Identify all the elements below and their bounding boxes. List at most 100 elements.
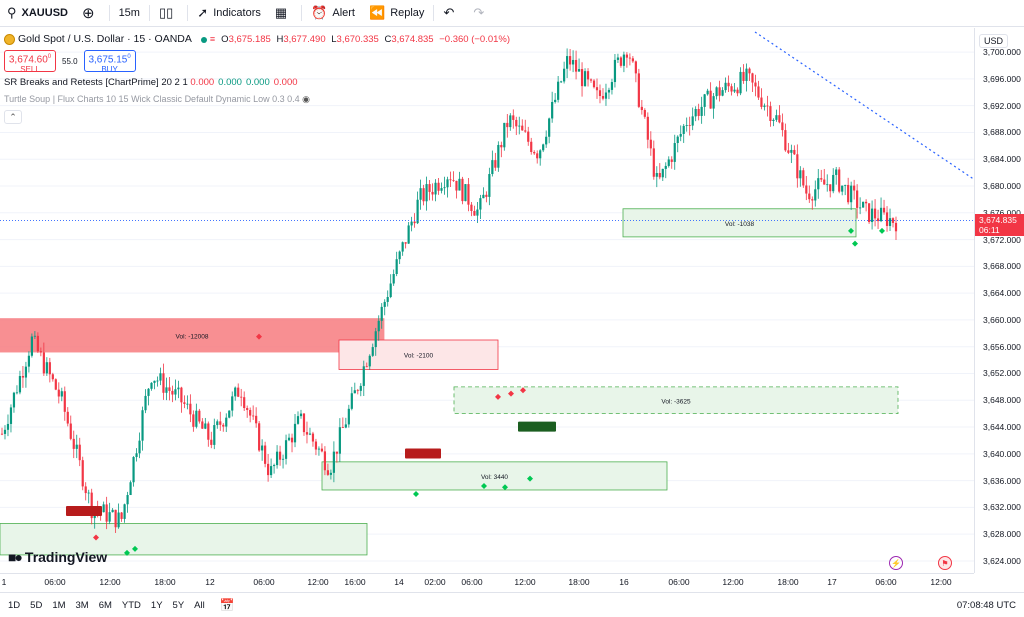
candle-body [805,185,808,194]
interval-button[interactable]: 15m [112,0,147,27]
symbol-search[interactable]: ⚲ XAUUSD [0,0,75,27]
redo-button[interactable]: ↷ [466,0,496,27]
range-button-6m[interactable]: 6M [98,599,112,611]
price-tick-label: 3,680.000 [983,181,1021,191]
candle-body [111,509,114,513]
range-button-3m[interactable]: 3M [75,599,89,611]
candle-body [652,148,655,177]
candle-body [820,178,823,180]
price-chart[interactable]: Vol: -12008 Vol: -2100 Vol: -3625 Vol: 3440… [0,28,974,573]
range-button-ytd[interactable]: YTD [121,599,141,611]
time-axis[interactable]: 1 06:00 12:00 18:00 12 06:00 12:00 16:00 14 02:00… [0,573,974,591]
candle-body [882,207,886,213]
signal-marker [256,333,262,340]
candle-body [293,423,297,443]
collapse-legend-button[interactable]: ⌃ [4,110,22,124]
candle-body [162,373,165,393]
indicators-label: Indicators [213,7,261,19]
zone-volume-label: Vol: -3625 [661,398,691,405]
candle-body [87,492,90,494]
candle-body [338,427,341,454]
price-axis[interactable]: USD 3,700.000 3,696.000 3,692.000 3,688.000… [974,28,1024,573]
candle-body [673,143,676,162]
current-price-label: 3,674.835 06:11 [975,213,1024,236]
signal-marker [508,390,514,397]
symbol-legend[interactable]: Gold Spot / U.S. Dollar · 15 · OANDA ≡ O… [4,33,513,46]
range-button-all[interactable]: All [194,599,205,611]
templates-button[interactable]: ▦ [268,0,299,27]
candle-body [733,89,736,92]
candle-body [15,392,19,394]
candle-body [368,355,371,367]
range-button-1y[interactable]: 1Y [150,599,163,611]
candle-body [545,136,548,145]
candle-body [888,218,892,226]
time-tick-label: 12 [205,577,215,587]
candle-body [156,380,159,382]
candle-body [269,466,273,476]
signal-marker [527,475,533,482]
indicator-name: Turtle Soup | Flux Charts 10 15 Wick Cla… [4,94,300,104]
time-tick-label: 18:00 [777,577,799,587]
signal-tag [66,506,102,517]
zone-box [0,523,368,556]
zone-volume-label: Vol: 3440 [481,474,508,481]
candle-body [12,392,16,408]
sell-button[interactable]: 3,674.600 SELL [4,50,56,74]
tradingview-logo[interactable]: ■● TradingView [8,549,107,565]
compare-button[interactable]: ⊕ [75,0,107,27]
chart-type-button[interactable]: ▯▯ [152,0,185,27]
candle-body [380,306,383,321]
lightning-icon[interactable]: ⚡ [889,556,903,570]
candle-body [607,89,611,93]
candle-body [751,73,754,83]
candle-body [21,376,25,378]
flag-us-icon[interactable]: ⚑ [938,556,952,570]
candle-body [503,122,506,148]
zone-volume-label: Vol: -12008 [176,333,209,340]
range-button-1m[interactable]: 1M [52,599,66,611]
indicator-sr-breaks[interactable]: SR Breaks and Retests [ChartPrime] 20 2 … [4,76,513,89]
range-button-1d[interactable]: 1D [8,599,21,611]
candle-body [867,203,871,223]
range-button-5d[interactable]: 5D [30,599,43,611]
indicators-button[interactable]: ➚ Indicators [190,0,268,27]
candle-body [249,409,252,416]
calendar-icon[interactable]: 📅 [219,598,235,612]
candle-body [790,149,793,153]
undo-button[interactable]: ↶ [436,0,466,27]
time-tick-label: 16 [619,577,629,587]
candle-body [631,58,634,62]
candle-body [862,201,865,208]
replay-button[interactable]: ⏪ Replay [362,0,431,27]
top-toolbar: ⚲ XAUUSD ⊕ 15m ▯▯ ➚ Indicators ▦ ⏰ Alert… [0,0,1024,27]
candle-body [521,125,524,131]
candle-body [835,169,838,175]
candle-body [120,512,123,519]
candle-body [793,149,796,155]
candle-body [847,184,850,203]
candle-body [252,415,255,417]
candle-body [781,122,784,131]
buy-button[interactable]: 3,675.150 BUY [83,50,136,74]
candle-body [844,184,847,186]
candle-body [425,184,428,202]
data-window-icon[interactable]: ≡ [209,34,216,44]
candle-body [410,221,413,226]
candle-body [48,362,51,375]
alert-button[interactable]: ⏰ Alert [304,0,362,27]
chart-canvas[interactable]: Vol: -12008 Vol: -2100 Vol: -3625 Vol: 3440… [0,28,974,573]
indicator-turtle-soup[interactable]: Turtle Soup | Flux Charts 10 15 Wick Cla… [4,93,513,106]
candle-body [344,424,347,428]
candle-body [859,207,862,209]
eye-hidden-icon[interactable]: ◉ [302,94,310,104]
clock[interactable]: 07:08:48 UTC [956,599,1016,611]
candle-body [171,390,174,395]
candle-body [440,188,443,191]
candle-body [201,421,204,429]
candle-body [132,457,135,483]
candle-body [434,182,437,195]
candle-body [0,433,4,435]
range-button-5y[interactable]: 5Y [172,599,185,611]
currency-selector[interactable]: USD [979,34,1009,48]
